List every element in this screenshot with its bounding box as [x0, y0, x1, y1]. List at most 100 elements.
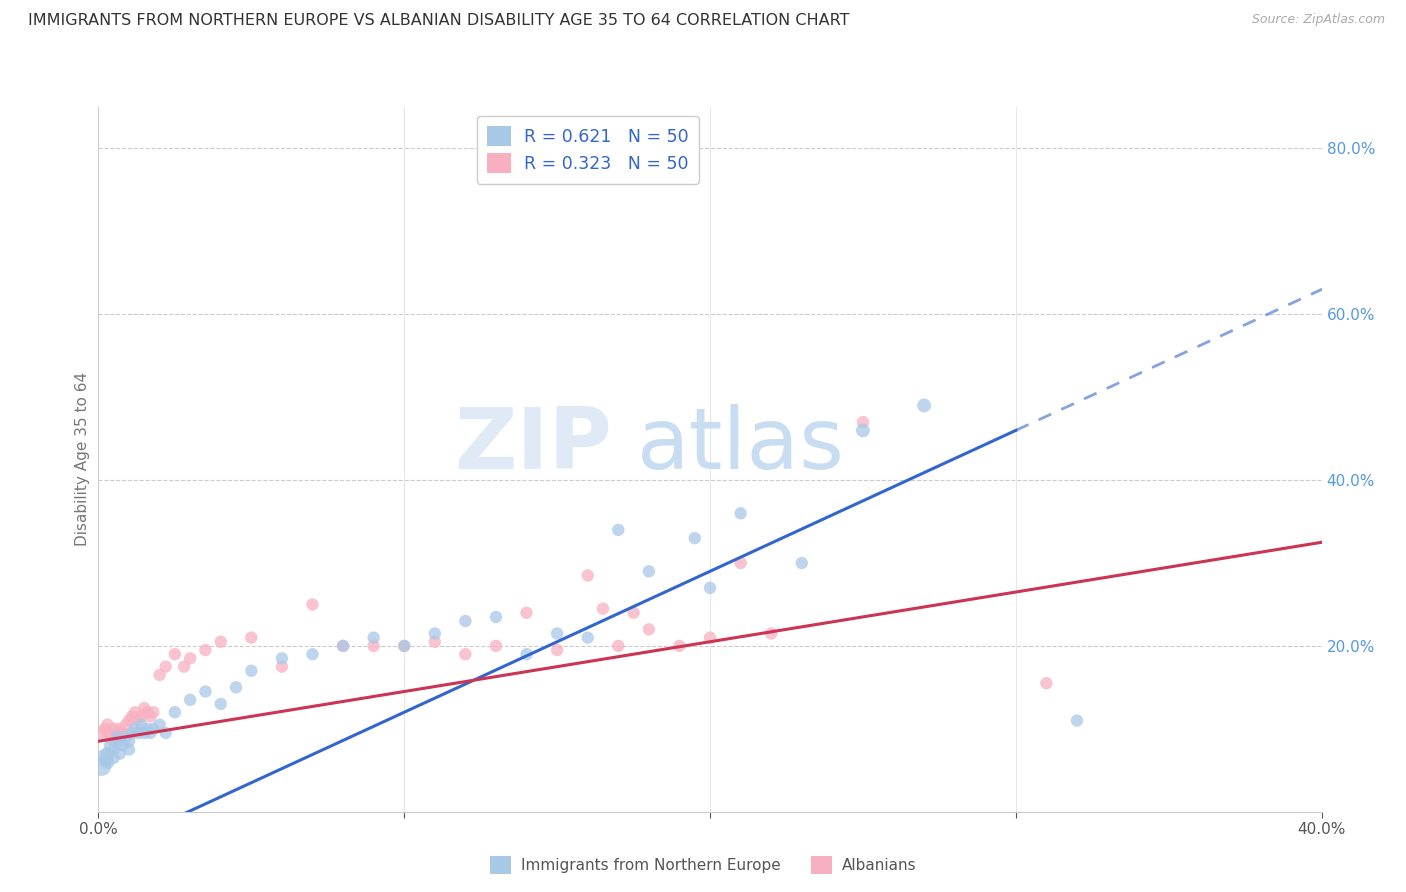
Point — [179, 651, 201, 665]
Point — [115, 717, 138, 731]
Point — [108, 722, 131, 736]
Point — [179, 693, 201, 707]
Point — [93, 722, 115, 736]
Point — [97, 747, 120, 761]
Point — [301, 598, 323, 612]
Point — [111, 726, 134, 740]
Text: IMMIGRANTS FROM NORTHERN EUROPE VS ALBANIAN DISABILITY AGE 35 TO 64 CORRELATION : IMMIGRANTS FROM NORTHERN EUROPE VS ALBAN… — [28, 13, 849, 29]
Point — [699, 631, 721, 645]
Point — [121, 726, 143, 740]
Point — [194, 684, 217, 698]
Point — [668, 639, 690, 653]
Point — [576, 631, 599, 645]
Point — [546, 626, 568, 640]
Point — [852, 423, 875, 437]
Point — [1066, 714, 1088, 728]
Point — [118, 734, 141, 748]
Text: ZIP: ZIP — [454, 404, 612, 487]
Point — [423, 626, 446, 640]
Point — [149, 717, 172, 731]
Legend: R = 0.621   N = 50, R = 0.323   N = 50: R = 0.621 N = 50, R = 0.323 N = 50 — [477, 116, 699, 184]
Point — [136, 705, 159, 719]
Point — [194, 643, 217, 657]
Point — [209, 634, 232, 648]
Point — [142, 705, 165, 719]
Point — [392, 639, 416, 653]
Point — [127, 714, 149, 728]
Point — [173, 659, 195, 673]
Point — [105, 730, 128, 744]
Point — [115, 730, 138, 744]
Point — [637, 623, 661, 637]
Point — [423, 634, 446, 648]
Point — [592, 601, 614, 615]
Point — [105, 726, 128, 740]
Legend: Immigrants from Northern Europe, Albanians: Immigrants from Northern Europe, Albania… — [484, 850, 922, 880]
Point — [485, 639, 508, 653]
Point — [516, 647, 538, 661]
Point — [127, 726, 149, 740]
Point — [363, 639, 385, 653]
Point — [392, 639, 416, 653]
Point — [240, 631, 263, 645]
Point — [97, 726, 120, 740]
Y-axis label: Disability Age 35 to 64: Disability Age 35 to 64 — [75, 372, 90, 547]
Point — [108, 734, 131, 748]
Point — [149, 668, 172, 682]
Point — [155, 726, 177, 740]
Point — [100, 730, 122, 744]
Point — [730, 506, 752, 520]
Point — [103, 742, 125, 756]
Point — [103, 734, 125, 748]
Point — [134, 701, 156, 715]
Point — [136, 722, 159, 736]
Point — [516, 606, 538, 620]
Point — [240, 664, 263, 678]
Point — [699, 581, 721, 595]
Point — [97, 755, 120, 769]
Point — [363, 631, 385, 645]
Point — [485, 610, 508, 624]
Point — [97, 717, 120, 731]
Point — [103, 751, 125, 765]
Point — [852, 415, 875, 429]
Point — [111, 739, 134, 753]
Point — [683, 531, 706, 545]
Point — [90, 726, 112, 740]
Point — [124, 705, 146, 719]
Point — [118, 714, 141, 728]
Point — [103, 722, 125, 736]
Point — [759, 626, 782, 640]
Point — [912, 399, 935, 413]
Point — [301, 647, 323, 661]
Text: Source: ZipAtlas.com: Source: ZipAtlas.com — [1251, 13, 1385, 27]
Point — [118, 742, 141, 756]
Point — [270, 651, 292, 665]
Point — [454, 647, 477, 661]
Point — [1035, 676, 1057, 690]
Point — [623, 606, 645, 620]
Point — [90, 759, 112, 773]
Point — [163, 647, 186, 661]
Point — [108, 730, 131, 744]
Point — [139, 726, 162, 740]
Point — [139, 709, 162, 723]
Point — [100, 739, 122, 753]
Point — [209, 697, 232, 711]
Point — [129, 709, 152, 723]
Point — [607, 523, 630, 537]
Point — [790, 556, 813, 570]
Point — [108, 747, 131, 761]
Point — [129, 717, 152, 731]
Point — [546, 643, 568, 657]
Point — [454, 614, 477, 628]
Point — [332, 639, 354, 653]
Point — [332, 639, 354, 653]
Point — [142, 722, 165, 736]
Point — [730, 556, 752, 570]
Point — [163, 705, 186, 719]
Point — [270, 659, 292, 673]
Point — [607, 639, 630, 653]
Point — [93, 751, 115, 765]
Point — [576, 568, 599, 582]
